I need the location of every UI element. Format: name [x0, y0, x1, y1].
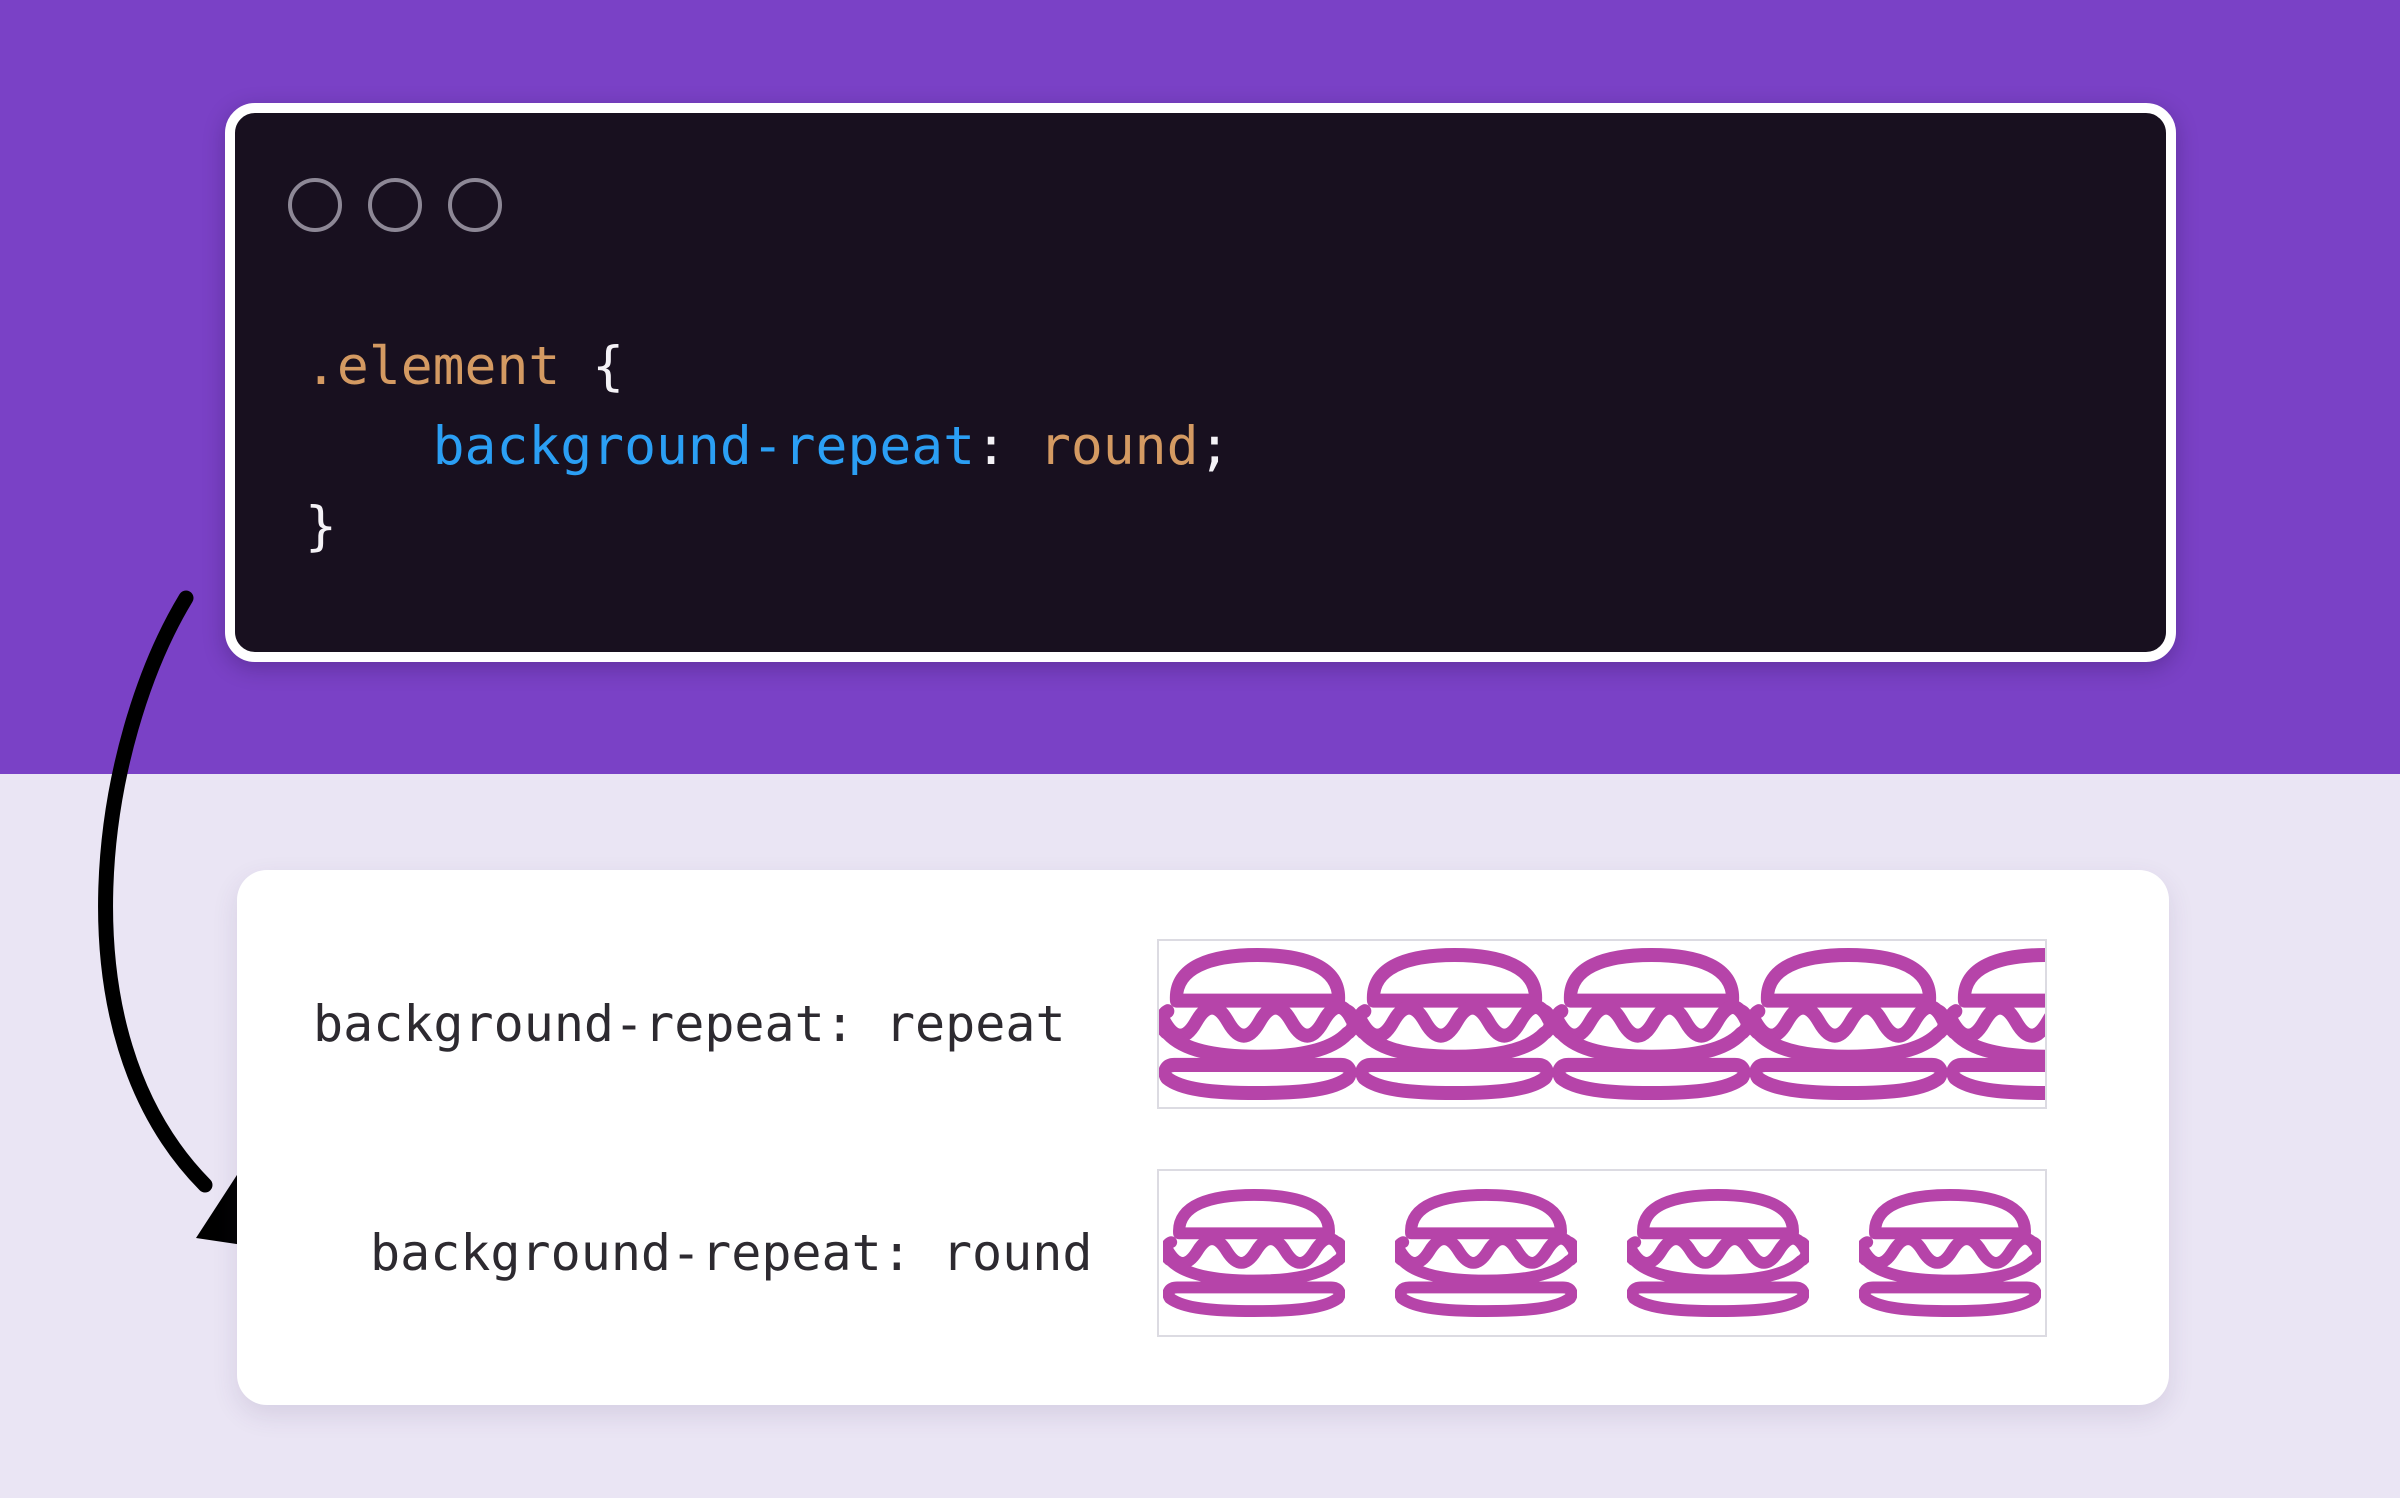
code-token-punct: ; [1198, 416, 1231, 477]
code-editor-window: .element { background-repeat: round;} [225, 103, 2176, 662]
window-control-circle-icon [368, 178, 422, 232]
code-token-punct: } [305, 496, 337, 557]
burger-icon [1947, 948, 2045, 1100]
code-token-punct: : [975, 416, 1008, 477]
code-token-selector: .element [305, 336, 593, 397]
code-token-plain [305, 416, 433, 477]
burger-icon [1750, 948, 1947, 1100]
code-token-value: round [1038, 416, 1199, 477]
burger-icon [1356, 948, 1553, 1100]
code-line: background-repeat: round; [305, 407, 1231, 487]
demo-card: background-repeat: repeat [237, 870, 2169, 1405]
row-label-repeat: background-repeat: repeat [313, 995, 1066, 1053]
burger-icon [1163, 1189, 1345, 1317]
window-control-circle-icon [448, 178, 502, 232]
row-label-round: background-repeat: round [370, 1224, 1093, 1282]
burger-icon [1395, 1189, 1577, 1317]
code-block: .element { background-repeat: round;} [305, 327, 1230, 567]
burger-icon [1553, 948, 1750, 1100]
burger-icon [1627, 1189, 1809, 1317]
code-token-punct: { [592, 336, 625, 397]
code-token-property: background-repeat [432, 416, 976, 477]
pattern-box-round [1157, 1169, 2047, 1337]
window-control-circle-icon [288, 178, 342, 232]
code-line: .element { [305, 327, 1230, 407]
window-controls [288, 178, 502, 232]
pattern-box-repeat [1157, 939, 2047, 1109]
code-line: } [305, 487, 1230, 567]
burger-icon [1859, 1189, 2041, 1317]
hero-band: .element { background-repeat: round;} [0, 0, 2400, 774]
code-token-plain [1007, 416, 1039, 477]
burger-icon [1159, 948, 1356, 1100]
